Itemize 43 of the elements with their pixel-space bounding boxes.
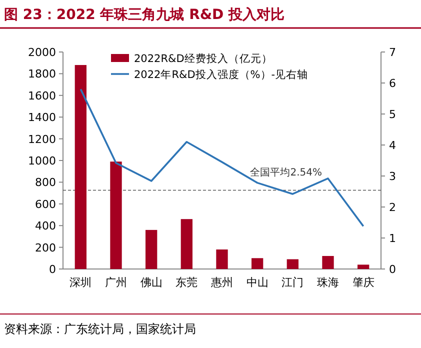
y-tick-label: 1000 — [28, 154, 56, 168]
bar — [110, 162, 122, 269]
y-tick-label: 1200 — [28, 132, 56, 146]
y2-tick-label: 4 — [389, 139, 396, 152]
legend-label: 2022年R&D投入强度（%）-见右轴 — [134, 68, 308, 81]
y2-tick-label: 5 — [389, 108, 396, 121]
ref-line-label: 全国平均2.54% — [250, 166, 322, 178]
y-tick-label: 200 — [35, 241, 56, 254]
bar — [252, 258, 264, 269]
y-tick-label: 600 — [35, 198, 56, 211]
x-tick-label: 广州 — [105, 276, 127, 289]
y2-tick-label: 7 — [389, 46, 396, 59]
chart-title: 图 23：2022 年珠三角九城 R&D 投入对比 — [4, 7, 285, 23]
bar — [146, 230, 158, 269]
bar — [358, 264, 370, 269]
x-tick-label: 东莞 — [176, 276, 198, 289]
x-tick-label: 佛山 — [140, 276, 162, 289]
y-tick-label: 2000 — [28, 46, 56, 59]
y-tick-label: 800 — [35, 176, 56, 190]
y2-tick-label: 0 — [389, 263, 396, 276]
y-tick-label: 400 — [35, 220, 56, 233]
bar — [74, 65, 86, 269]
y-tick-label: 1600 — [28, 89, 56, 102]
line-series — [80, 88, 364, 228]
y2-tick-label: 1 — [389, 232, 396, 245]
bar — [216, 249, 228, 269]
y2-tick-label: 6 — [389, 77, 396, 90]
x-tick-label: 肇庆 — [352, 276, 374, 289]
x-tick-label: 江门 — [282, 276, 304, 289]
bar — [286, 259, 298, 269]
y2-tick-label: 3 — [389, 170, 396, 183]
x-tick-label: 珠海 — [317, 276, 339, 289]
bar — [180, 219, 192, 269]
bar — [322, 256, 334, 269]
x-tick-label: 中山 — [246, 276, 268, 289]
legend-label: 2022R&D经费投入（亿元） — [134, 52, 272, 65]
y-tick-label: 1800 — [28, 68, 56, 81]
y-tick-label: 1400 — [28, 111, 56, 124]
x-tick-label: 惠州 — [210, 276, 233, 289]
x-tick-label: 深圳 — [70, 276, 92, 289]
y2-tick-label: 2 — [389, 201, 396, 214]
text: 资料来源：广东统计局，国家统计局 — [4, 322, 196, 336]
y-tick-label: 0 — [49, 263, 56, 276]
